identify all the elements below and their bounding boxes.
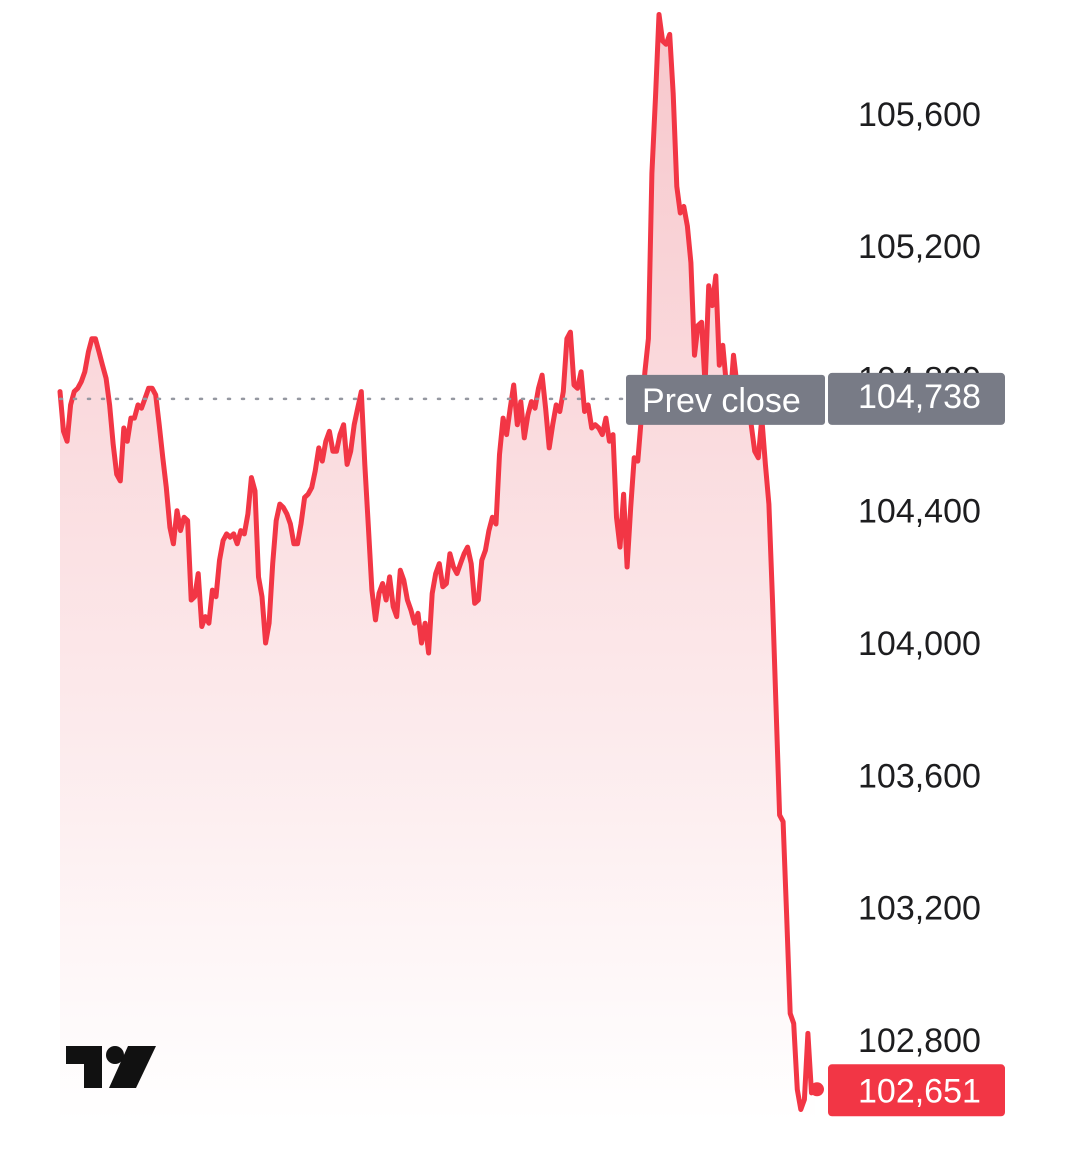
y-tick-label: 102,800 (858, 1022, 981, 1060)
area-fill (60, 14, 815, 1122)
prev-close-value-tag (828, 372, 1005, 425)
y-tick-label: 105,600 (858, 96, 981, 134)
price-tags: Prev close 104,738 102,651 (626, 372, 1005, 1117)
y-tick-label: 103,600 (858, 757, 981, 795)
y-tick-label: 105,200 (858, 228, 981, 266)
price-line (57, 12, 818, 1112)
y-tick-label: 104,400 (858, 493, 981, 531)
prev-close-label-tag (626, 374, 825, 425)
area-fill-layer (60, 14, 815, 1122)
tradingview-logo-icon[interactable] (66, 1046, 156, 1088)
last-price-tag (828, 1064, 1005, 1117)
y-tick-label: 104,000 (858, 625, 981, 663)
prev-close-label: Prev close (642, 382, 801, 420)
y-tick-label: 103,200 (858, 890, 981, 928)
price-line-layer (57, 12, 824, 1112)
prev-close-value: 104,738 (858, 378, 981, 416)
y-axis: 105,600105,200104,800104,400104,000103,6… (858, 96, 981, 1060)
last-price-value: 102,651 (858, 1072, 981, 1110)
last-price-dot (810, 1082, 824, 1097)
